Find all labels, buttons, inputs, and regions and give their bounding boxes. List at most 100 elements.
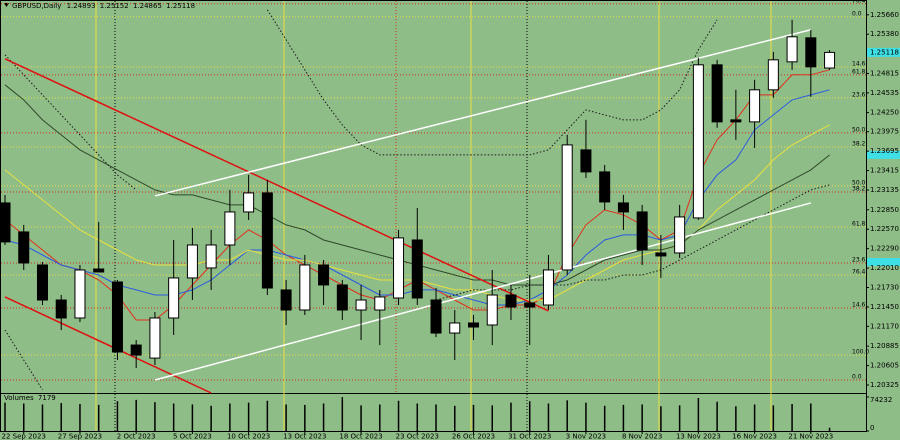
volume-title: Volumes 7179 xyxy=(4,394,56,402)
y-tick-label: 1.22570 xyxy=(870,225,899,233)
candle-body xyxy=(580,149,592,173)
candle-body xyxy=(411,239,423,299)
trend-line xyxy=(154,202,812,381)
indicator-line xyxy=(4,9,718,191)
volume-label: Volumes xyxy=(4,394,34,402)
fib-label: 0.0 xyxy=(852,10,862,17)
candle-body xyxy=(261,192,273,289)
candle-body xyxy=(299,264,311,311)
candle-body xyxy=(692,64,704,219)
header-low: 1.24865 xyxy=(133,2,162,10)
candle-body xyxy=(355,299,367,311)
trend-line xyxy=(4,296,212,394)
candle-body xyxy=(243,192,255,213)
candle-body xyxy=(336,284,348,311)
trend-line xyxy=(4,58,549,312)
y-tick-label: 1.20325 xyxy=(870,381,899,389)
candle-body xyxy=(786,36,798,63)
candle-body xyxy=(168,277,180,319)
candle-body xyxy=(655,252,667,257)
level-highlight xyxy=(867,257,900,266)
fib-label: 23.6 xyxy=(852,91,866,98)
candle-body xyxy=(430,299,442,334)
trend-line xyxy=(154,29,812,197)
candle-body xyxy=(280,289,292,311)
candle-body xyxy=(542,269,554,306)
header-high: 1.25152 xyxy=(100,2,129,10)
candle-body xyxy=(55,299,67,319)
candle-body xyxy=(93,268,105,273)
candle-body xyxy=(486,294,498,326)
candle-body xyxy=(111,281,123,353)
y-tick-label: 1.21450 xyxy=(870,303,899,311)
y-tick-label: 1.22850 xyxy=(870,206,899,214)
candle-body xyxy=(636,211,648,251)
x-tick-label: 26 Oct 2023 xyxy=(452,433,495,440)
chart-header: GBPUSD,Daily 1.24893 1.25152 1.24865 1.2… xyxy=(12,2,195,10)
candle-body xyxy=(674,216,686,254)
candle-body xyxy=(505,294,517,308)
y-tick-label: 1.25380 xyxy=(870,30,899,38)
volume-tick-label: 0 xyxy=(870,424,874,432)
fib-label: 38.2 xyxy=(852,140,866,147)
candle-body xyxy=(149,317,161,359)
x-tick-label: 27 Sep 2023 xyxy=(58,433,102,440)
y-tick-label: 1.23695 xyxy=(870,147,899,155)
y-tick-label: 1.23415 xyxy=(870,167,899,175)
y-tick-label: 1.20605 xyxy=(870,362,899,370)
x-tick-label: 31 Oct 2023 xyxy=(508,433,551,440)
candle-body xyxy=(74,269,86,319)
y-tick-label: 1.25660 xyxy=(870,11,899,19)
x-tick-label: 3 Nov 2023 xyxy=(566,433,606,440)
candle-body xyxy=(130,344,142,356)
x-tick-label: 8 Nov 2023 xyxy=(622,433,662,440)
volume-tick-label: 74232 xyxy=(870,396,892,404)
candle-body xyxy=(599,171,611,203)
candle-body xyxy=(711,64,723,123)
fib-label: 61.8 xyxy=(852,220,866,227)
y-tick-label: 1.23135 xyxy=(870,186,899,194)
y-tick-label: 1.24250 xyxy=(870,109,899,117)
candle-body xyxy=(224,211,236,246)
y-tick-label: 1.21170 xyxy=(870,322,899,330)
x-tick-label: 21 Nov 2023 xyxy=(788,433,833,440)
current-price-box xyxy=(867,47,900,57)
candle-body xyxy=(524,302,536,308)
x-tick-label: 23 Oct 2023 xyxy=(396,433,439,440)
y-tick-label: 1.22010 xyxy=(870,264,899,272)
candle-body xyxy=(561,144,573,271)
fib-label: 50.0 xyxy=(852,126,866,133)
x-tick-label: 22 Sep 2023 xyxy=(2,433,46,440)
x-tick-label: 18 Oct 2023 xyxy=(339,433,382,440)
candle-body xyxy=(767,59,779,91)
x-tick-label: 5 Oct 2023 xyxy=(173,433,212,440)
candle-body xyxy=(36,264,48,301)
candle-body xyxy=(318,264,330,286)
fib-label: 76.4 xyxy=(852,0,866,4)
candle-body xyxy=(449,322,461,334)
x-tick-label: 16 Nov 2023 xyxy=(732,433,777,440)
fib-label: 14.6 xyxy=(852,301,866,308)
x-tick-label: 2 Oct 2023 xyxy=(117,433,156,440)
y-tick-label: 1.24535 xyxy=(870,89,899,97)
candle-body xyxy=(0,202,11,243)
fib-label: 100.0 xyxy=(852,349,869,356)
header-close: 1.25118 xyxy=(166,2,195,10)
fib-label: 23.6 xyxy=(852,256,866,263)
fib-label: 0.0 xyxy=(852,374,862,381)
y-tick-label: 1.20885 xyxy=(870,342,899,350)
fib-label: 61.8 xyxy=(852,68,866,75)
current-price-label: 1.25118 xyxy=(870,48,899,56)
fib-label: 14.6 xyxy=(852,60,866,67)
candle-body xyxy=(18,231,30,264)
y-tick-label: 1.22290 xyxy=(870,245,899,253)
y-tick-label: 1.23975 xyxy=(870,128,899,136)
y-tick-label: 1.24815 xyxy=(870,69,899,77)
candle-body xyxy=(468,322,479,328)
candle-body xyxy=(824,51,836,69)
candle-body xyxy=(186,244,198,279)
fib-label: 50.0 xyxy=(852,179,866,186)
candle-body xyxy=(393,237,405,299)
x-tick-label: 13 Oct 2023 xyxy=(283,433,326,440)
